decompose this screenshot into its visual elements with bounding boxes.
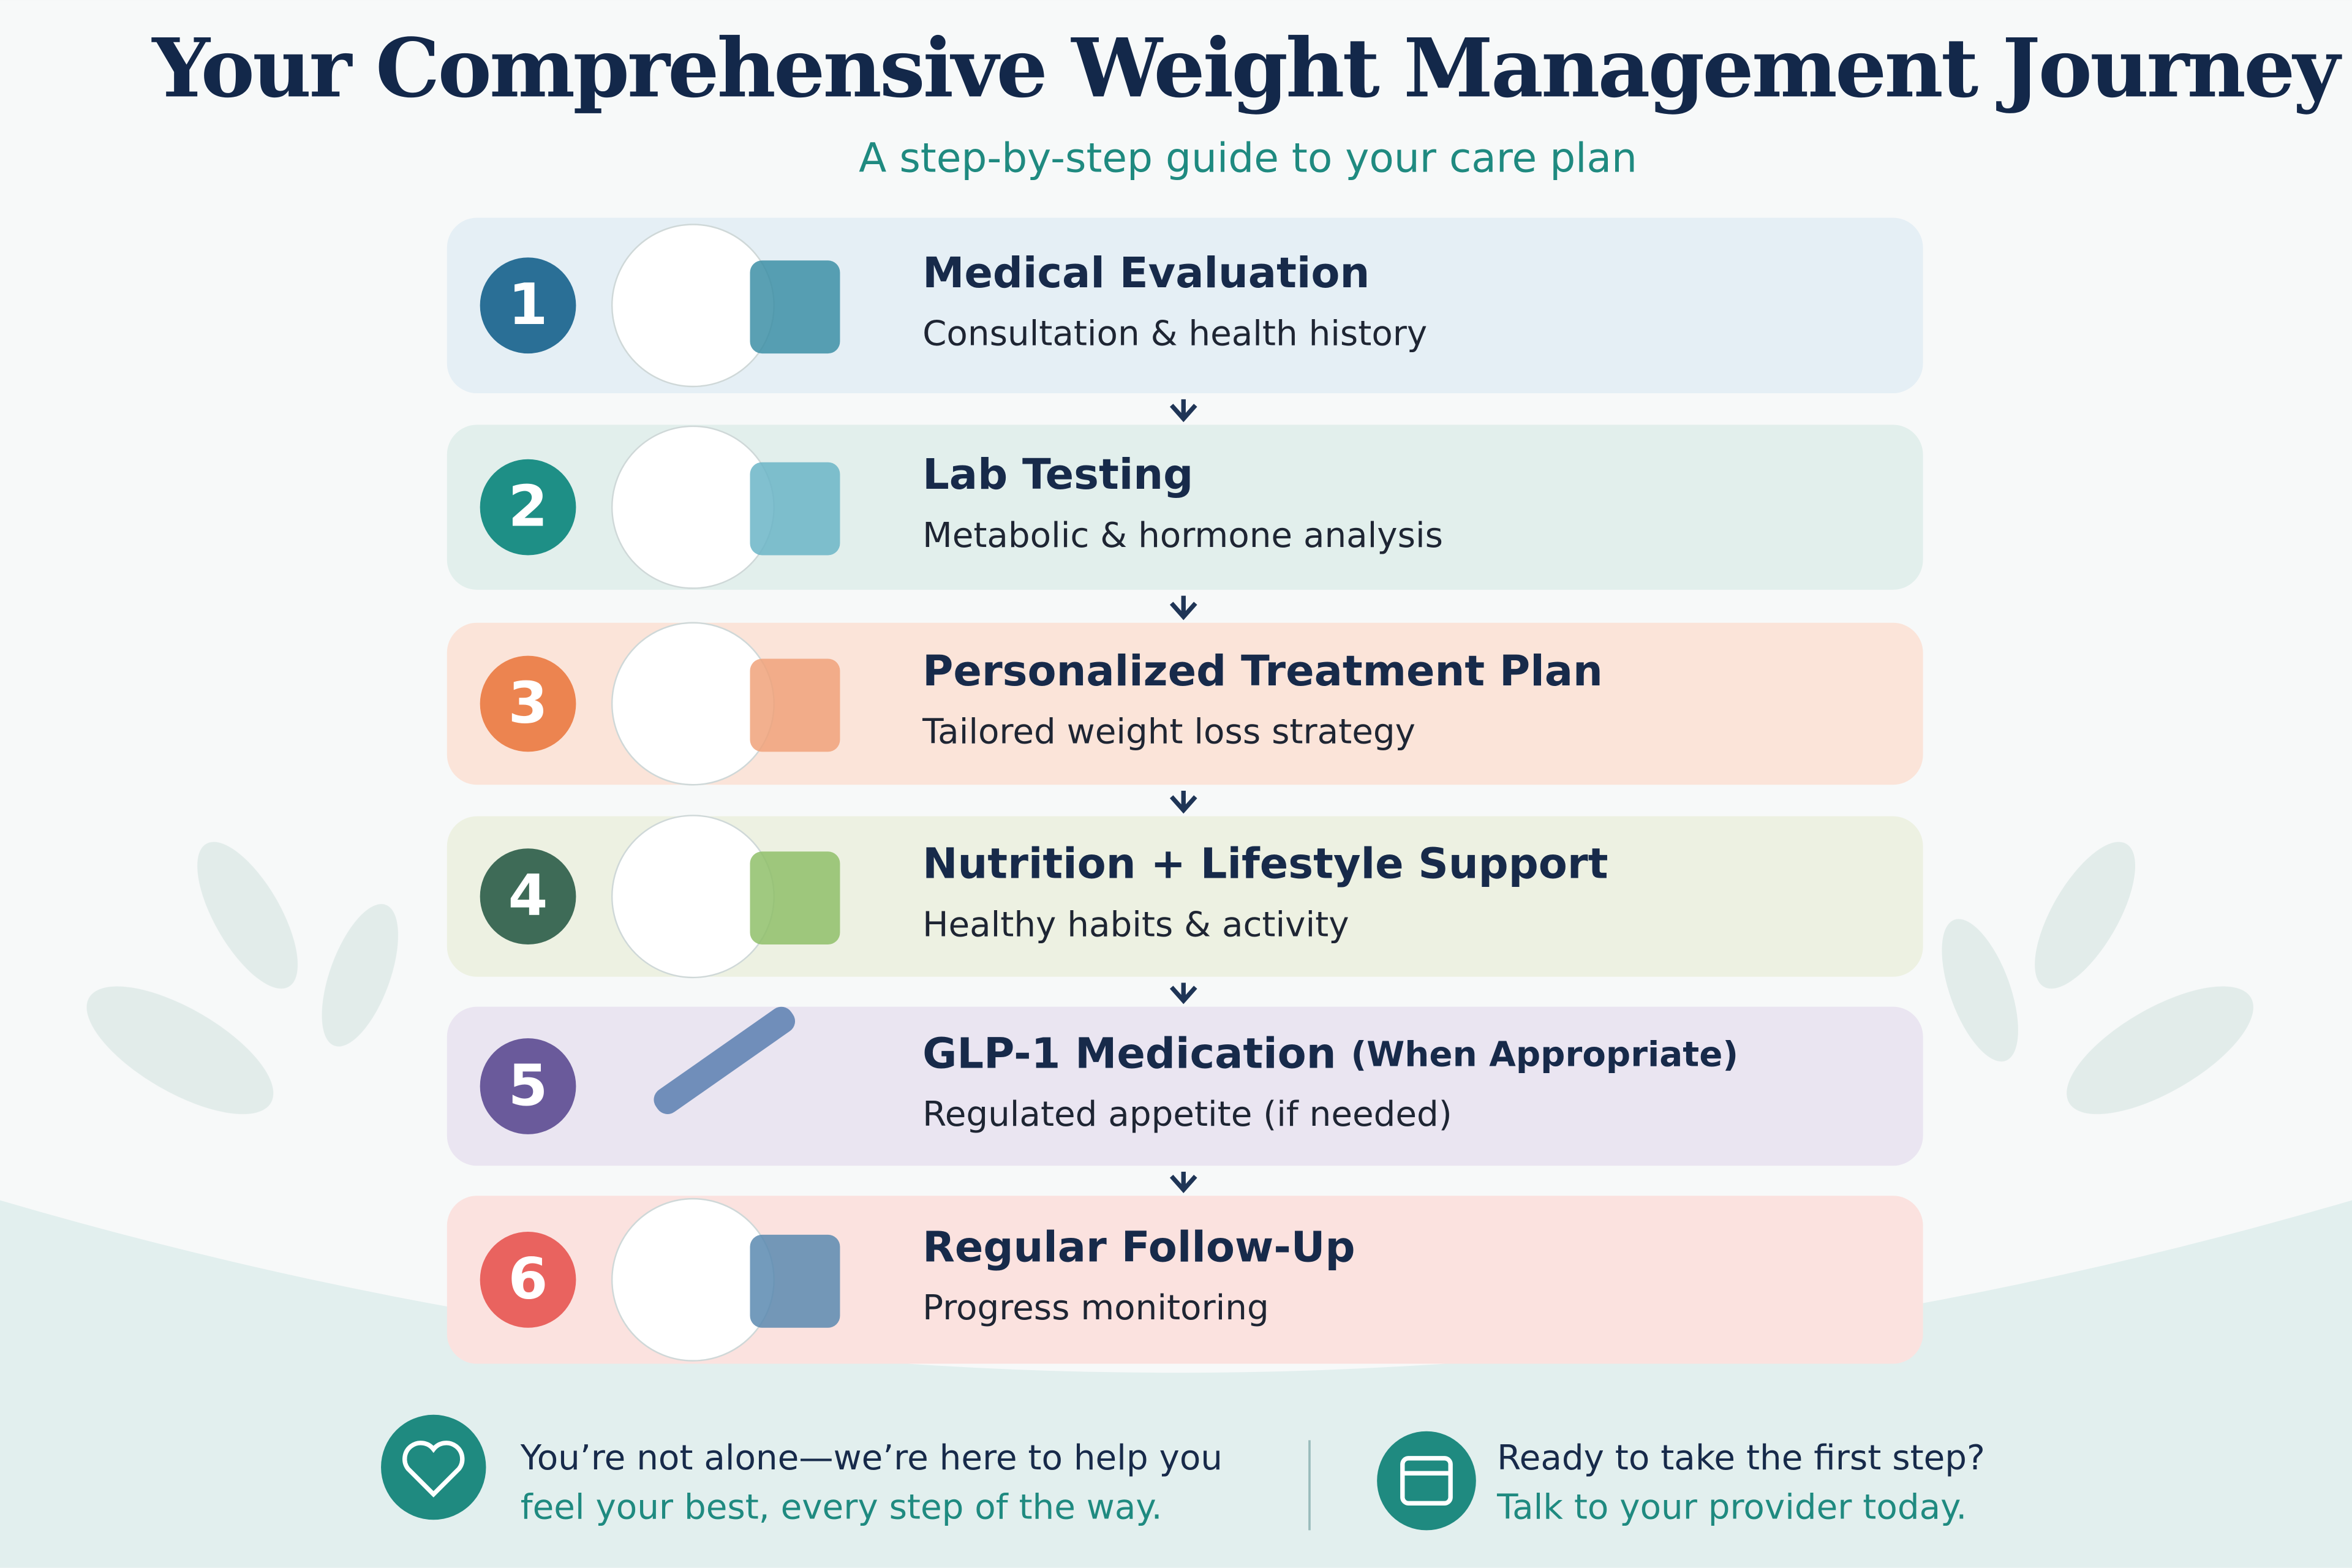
- steps: 1 Medical Evaluation Consultation & health…: [447, 217, 1923, 1364]
- leaf: [86, 986, 274, 1114]
- step-badge: [480, 1232, 576, 1328]
- arrow: [1169, 1172, 1197, 1193]
- step-number: 1: [508, 271, 548, 337]
- step-number: 4: [508, 862, 548, 929]
- leaf: [197, 842, 298, 989]
- step-title-text: Personalized Treatment Plan: [922, 647, 1603, 696]
- arrow: [1169, 399, 1197, 423]
- step-number: 6: [508, 1246, 548, 1312]
- illustration: [654, 1006, 796, 1114]
- illustration: [750, 462, 840, 556]
- step-badge: [480, 655, 576, 752]
- step-description: Consultation & health history: [922, 314, 1427, 353]
- step-title-text: Nutrition + Lifestyle Support: [922, 840, 1608, 889]
- arrow: [1169, 595, 1197, 620]
- heart-icon: [381, 1414, 486, 1520]
- step-number: 2: [508, 473, 548, 539]
- title: Your Comprehensive Weight Management Jou…: [151, 21, 2342, 116]
- step-card: [447, 1006, 1923, 1166]
- footer-right-line2: Talk to your provider today.: [1496, 1488, 1967, 1528]
- step-title-text: GLP-1 Medication (When Appropriate): [922, 1030, 1738, 1079]
- step-title-text: Lab Testing: [922, 450, 1193, 499]
- step-title-text: Regular Follow-Up: [922, 1223, 1355, 1272]
- step-description: Regulated appetite (if needed): [922, 1095, 1452, 1134]
- footer-right-line1: Ready to take the first step?: [1497, 1438, 1985, 1478]
- illustration: [750, 1234, 840, 1328]
- step-badge: [480, 257, 576, 354]
- heart: [402, 1441, 465, 1498]
- calendar: [1400, 1456, 1453, 1506]
- footer-left-line2: feel your best, every step of the way.: [521, 1488, 1163, 1528]
- leaf: [2035, 842, 2136, 989]
- footer-background: [0, 1200, 2352, 1568]
- illustration-circle: [611, 815, 775, 979]
- illustration-circle: [611, 425, 775, 589]
- footer: You’re not alone—we’re here to help you …: [381, 1414, 1985, 1531]
- illustration: [750, 260, 840, 354]
- leaf: [1942, 919, 2018, 1062]
- arrow: [1169, 982, 1197, 1005]
- leaves: [86, 842, 2253, 1114]
- step-title: Medical Evaluation: [922, 249, 1370, 298]
- arrow: [1169, 791, 1197, 814]
- step-description: Metabolic & hormone analysis: [922, 516, 1443, 556]
- illustration: [750, 658, 840, 752]
- step-badge: [480, 1038, 576, 1134]
- step-title-text: Medical Evaluation: [922, 249, 1370, 298]
- step-badge: [480, 848, 576, 945]
- step-description: Tailored weight loss strategy: [922, 712, 1415, 752]
- leaf: [2067, 986, 2253, 1114]
- step-number: 3: [508, 669, 548, 736]
- step-title-note: (When Appropriate): [1351, 1035, 1738, 1074]
- step-title: Regular Follow-Up: [922, 1223, 1355, 1272]
- illustration: [750, 851, 840, 945]
- step-title: GLP-1 Medication: [922, 1030, 1336, 1079]
- step-number: 5: [508, 1052, 548, 1118]
- illustration-circle: [611, 1197, 775, 1362]
- leaf: [322, 903, 398, 1047]
- step-description: Progress monitoring: [922, 1288, 1269, 1328]
- step-badge: [480, 459, 576, 556]
- calendar-icon: [1377, 1431, 1476, 1531]
- step-title: Lab Testing: [922, 450, 1193, 499]
- step-title: Personalized Treatment Plan: [922, 647, 1603, 696]
- footer-left-line1: You’re not alone—we’re here to help you: [520, 1438, 1223, 1478]
- subtitle: A step-by-step guide to your care plan: [859, 135, 1637, 182]
- illustration-circle: [611, 224, 775, 388]
- step-description: Healthy habits & activity: [922, 905, 1349, 944]
- step-title: Nutrition + Lifestyle Support: [922, 840, 1608, 889]
- illustration-circle: [611, 622, 775, 786]
